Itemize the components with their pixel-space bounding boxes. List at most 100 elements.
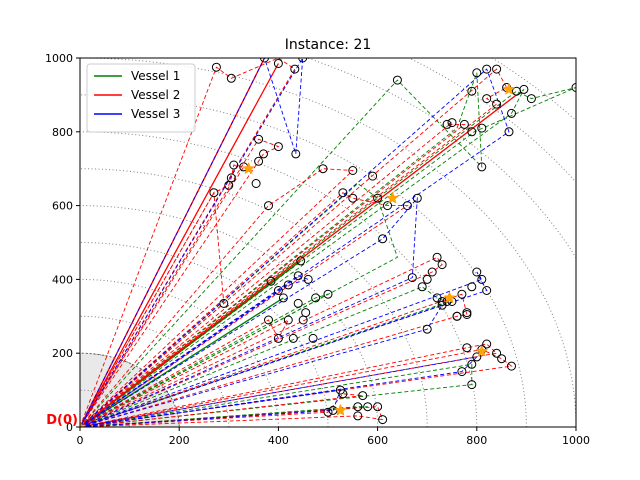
customer-point bbox=[288, 333, 298, 343]
distance-arc bbox=[490, 58, 576, 122]
route-line bbox=[80, 58, 304, 427]
depot-marker bbox=[334, 403, 347, 416]
customer-point bbox=[467, 282, 477, 292]
customer-point bbox=[492, 348, 502, 358]
customer-point bbox=[467, 380, 477, 390]
customer-point bbox=[264, 201, 273, 211]
customer-point bbox=[402, 201, 412, 211]
y-tick-label: 200 bbox=[52, 347, 73, 360]
customer-point bbox=[452, 311, 462, 321]
customer-point bbox=[368, 171, 378, 181]
customer-point bbox=[507, 108, 516, 118]
route-line bbox=[80, 192, 409, 427]
x-tick-label: 1000 bbox=[562, 434, 590, 447]
x-tick-label: 0 bbox=[77, 434, 84, 447]
distance-arc bbox=[80, 205, 379, 427]
customer-point bbox=[353, 411, 363, 421]
customer-point bbox=[519, 84, 529, 94]
customer-point bbox=[260, 58, 269, 63]
customer-point bbox=[335, 385, 345, 395]
customer-point bbox=[492, 64, 502, 74]
customer-point bbox=[457, 289, 467, 299]
customer-point bbox=[482, 64, 492, 74]
depots-layer bbox=[80, 82, 516, 427]
customer-point bbox=[293, 271, 303, 281]
customer-point bbox=[283, 280, 293, 290]
y-tick-label: 1000 bbox=[45, 52, 73, 65]
customer-point bbox=[571, 83, 576, 92]
customer-point bbox=[298, 315, 308, 325]
customer-point bbox=[472, 352, 482, 362]
legend-items: Vessel 1 Vessel 2 Vessel 3 bbox=[94, 69, 180, 121]
customer-point bbox=[273, 333, 283, 343]
depot-label: D(0) bbox=[46, 413, 78, 428]
y-tick-label: 600 bbox=[52, 200, 73, 213]
distance-arc bbox=[407, 58, 576, 184]
route-line bbox=[80, 68, 508, 427]
axis-ticks: 0 200 400 600 800 1000 0 200 400 600 800 1000 bbox=[45, 52, 590, 447]
legend-label: Vessel 2 bbox=[131, 88, 180, 102]
route-line bbox=[80, 356, 479, 427]
depot-marker bbox=[502, 82, 516, 95]
customer-point bbox=[417, 282, 427, 292]
route-line bbox=[80, 122, 466, 427]
customers-layer bbox=[209, 58, 576, 425]
customer-point bbox=[467, 86, 477, 96]
customer-point bbox=[219, 298, 229, 308]
customer-point bbox=[442, 119, 452, 129]
customer-point bbox=[259, 149, 268, 159]
plot-area bbox=[80, 58, 576, 427]
depot-marker bbox=[80, 420, 87, 427]
route-line bbox=[80, 389, 342, 427]
customer-point bbox=[497, 354, 507, 364]
route-line bbox=[80, 275, 310, 427]
route-line bbox=[80, 363, 473, 427]
y-tick-label: 800 bbox=[52, 126, 73, 139]
customer-point bbox=[462, 310, 472, 319]
route-line bbox=[80, 271, 488, 427]
route-line bbox=[80, 343, 498, 427]
customer-point bbox=[363, 402, 373, 412]
customer-point bbox=[323, 407, 333, 417]
customer-point bbox=[462, 343, 472, 353]
customer-point bbox=[348, 193, 358, 203]
customer-point bbox=[298, 58, 308, 63]
customer-point bbox=[278, 293, 288, 303]
customer-point bbox=[348, 166, 358, 175]
customer-point bbox=[472, 267, 482, 277]
legend-label: Vessel 1 bbox=[131, 69, 180, 83]
chart-title: Instance: 21 bbox=[285, 37, 372, 53]
customer-point bbox=[358, 391, 368, 401]
customer-point bbox=[318, 164, 328, 174]
customer-point bbox=[447, 118, 457, 128]
depot-marker bbox=[386, 191, 399, 204]
route-line bbox=[80, 260, 302, 427]
customer-point bbox=[209, 188, 219, 198]
customer-point bbox=[482, 94, 492, 104]
customer-point bbox=[422, 324, 432, 334]
route-line bbox=[80, 349, 513, 427]
customer-point bbox=[383, 201, 392, 211]
customer-point bbox=[482, 339, 492, 349]
customer-point bbox=[392, 75, 402, 85]
distance-arc bbox=[80, 242, 329, 427]
route-line bbox=[80, 318, 290, 427]
x-tick-label: 400 bbox=[268, 434, 289, 447]
customer-point bbox=[482, 286, 492, 295]
x-tick-label: 800 bbox=[466, 434, 487, 447]
route-line bbox=[80, 406, 384, 427]
customer-point bbox=[254, 156, 264, 166]
customer-point bbox=[373, 193, 383, 203]
customer-point bbox=[273, 59, 283, 68]
route-line bbox=[80, 393, 363, 427]
route-line bbox=[80, 256, 443, 427]
x-tick-label: 200 bbox=[169, 434, 190, 447]
route-line bbox=[80, 87, 576, 427]
legend-frame bbox=[86, 63, 196, 133]
depot-marker bbox=[443, 291, 456, 304]
customer-point bbox=[526, 94, 536, 104]
customer-point bbox=[283, 315, 293, 325]
customer-point bbox=[273, 142, 283, 152]
customer-point bbox=[407, 273, 417, 283]
